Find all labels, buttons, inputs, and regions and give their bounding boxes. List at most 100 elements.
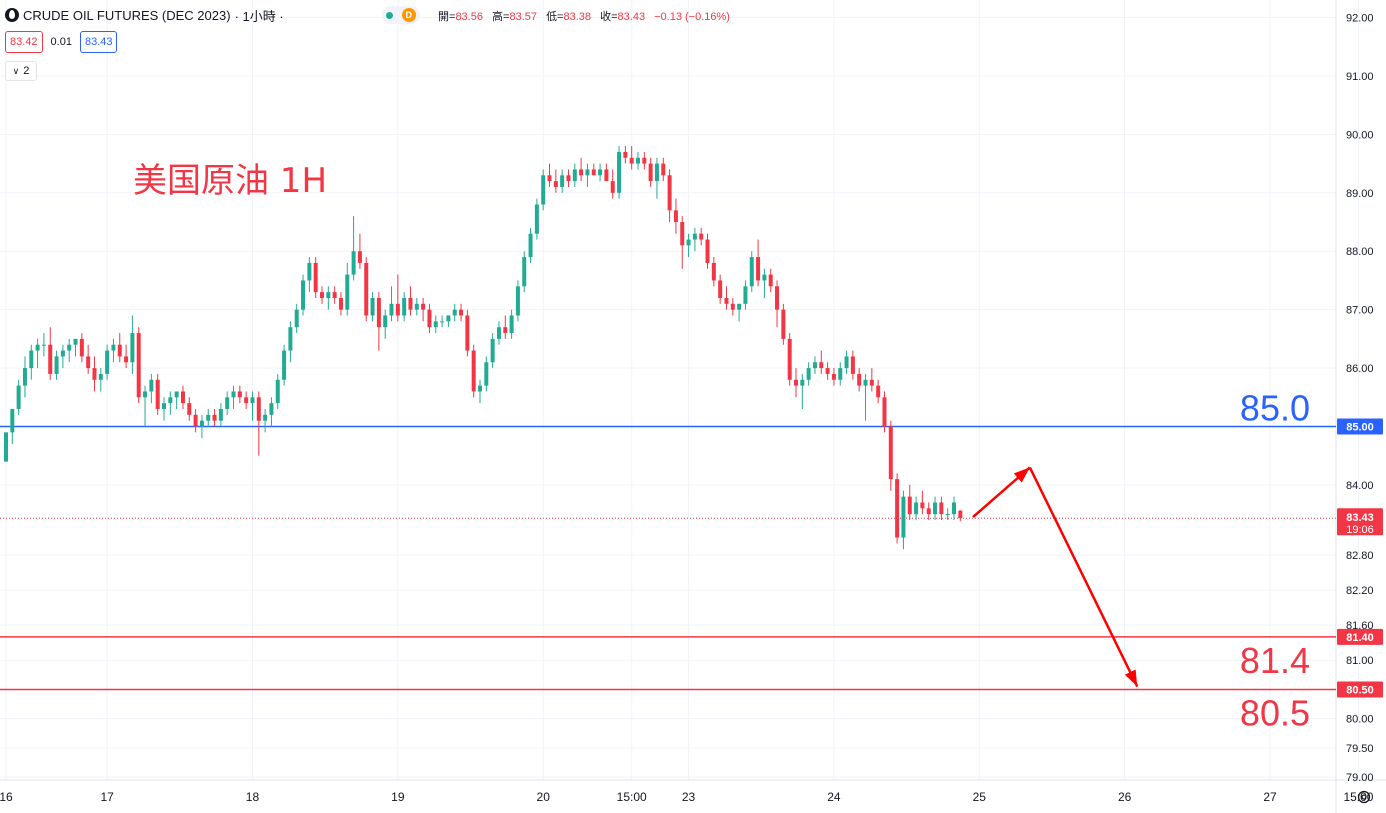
interval-label[interactable]: · 1小時 · — [234, 8, 284, 24]
candle-body — [294, 309, 299, 328]
candle-body — [452, 309, 457, 316]
candle-body — [857, 373, 862, 386]
status-pill[interactable]: D — [382, 6, 420, 24]
close-value: 83.43 — [617, 11, 646, 23]
candle-body — [478, 385, 482, 392]
delayed-badge: D — [401, 8, 416, 22]
candle-body — [737, 303, 742, 310]
candle-body — [60, 350, 65, 357]
close-label: 收= — [600, 11, 618, 23]
candle-body — [10, 408, 15, 433]
trend-arrow-head — [1124, 669, 1138, 687]
candle-body — [465, 315, 470, 351]
candle-body — [370, 297, 375, 316]
candle-body — [560, 175, 565, 187]
candle-body — [471, 350, 476, 392]
y-tick-label: 90.00 — [1346, 129, 1374, 141]
indicators-toggle[interactable]: ∨ 2 — [5, 61, 37, 81]
candle-body — [162, 403, 166, 409]
candle-body — [168, 397, 173, 404]
candle-body — [35, 344, 40, 351]
candle-body — [67, 344, 72, 351]
candle-body — [376, 297, 381, 328]
candle-body — [642, 157, 647, 164]
candle-body — [939, 502, 944, 515]
level-annotation-text: 80.5 — [1240, 692, 1310, 733]
candle-body — [427, 309, 432, 328]
candle-body — [895, 479, 900, 538]
x-tick-label: 27 — [1263, 790, 1277, 804]
candle-body — [566, 175, 571, 182]
high-value: 83.57 — [509, 11, 537, 23]
candle-body — [553, 181, 558, 187]
y-tick-label: 79.00 — [1346, 772, 1374, 784]
candle-body — [933, 502, 938, 515]
x-tick-label: 26 — [1118, 790, 1132, 804]
x-tick-label: 15:00 — [617, 790, 647, 804]
settings-gear-icon[interactable] — [1356, 789, 1372, 805]
countdown-label: 19:06 — [1346, 524, 1374, 536]
open-label: 開= — [438, 11, 456, 23]
candle-body — [193, 414, 198, 427]
candle-body — [490, 338, 495, 363]
candle-body — [383, 315, 388, 328]
candle-body — [863, 379, 868, 386]
y-tick-label: 86.00 — [1346, 363, 1374, 375]
candle-body — [98, 373, 103, 380]
candle-body — [105, 350, 110, 374]
candle-body — [794, 379, 798, 386]
candle-body — [440, 321, 445, 323]
candle-body — [914, 502, 919, 515]
status-dot-icon — [386, 11, 394, 19]
candle-body — [819, 362, 824, 369]
candle-body — [952, 502, 956, 515]
candle-body — [395, 303, 400, 316]
candle-body — [787, 338, 792, 380]
y-tick-label: 84.00 — [1346, 480, 1374, 492]
y-tick-label: 89.00 — [1346, 188, 1374, 200]
candle-body — [117, 344, 122, 357]
low-value: 83.38 — [563, 11, 592, 23]
candle-body — [288, 327, 293, 351]
candle-body — [212, 414, 217, 421]
candle-body — [301, 280, 306, 310]
level-annotation-text: 81.4 — [1240, 640, 1310, 681]
y-tick-label: 79.50 — [1346, 743, 1374, 755]
candle-body — [920, 502, 925, 509]
spread-value: 0.01 — [50, 36, 72, 48]
candle-body — [901, 496, 906, 538]
candle-body — [534, 204, 539, 234]
current-price-label: 83.43 — [1346, 512, 1374, 524]
candle-body — [541, 175, 546, 205]
candle-body — [686, 239, 691, 246]
candle-body — [503, 327, 508, 334]
sell-button[interactable]: 83.42 — [5, 31, 43, 53]
candle-body — [749, 257, 754, 287]
candle-body — [673, 210, 678, 223]
candle-body — [528, 233, 533, 258]
candle-body — [92, 368, 97, 380]
y-tick-label: 80.00 — [1346, 714, 1374, 726]
candle-body — [231, 391, 236, 398]
candle-body — [459, 309, 464, 316]
candle-body — [585, 169, 590, 176]
ohlc-readout: 開=83.56 高=83.57 低=83.38 收=83.43 −0.13 (−… — [438, 8, 736, 24]
chart-header: CRUDE OIL FUTURES (DEC 2023) · 1小時 · — [5, 6, 284, 24]
y-tick-label: 87.00 — [1346, 305, 1374, 317]
y-tick-label: 92.00 — [1346, 13, 1374, 25]
buy-button[interactable]: 83.43 — [79, 31, 118, 53]
candle-body — [351, 251, 356, 275]
candle-body — [421, 303, 426, 310]
candle-body — [825, 368, 830, 374]
candle-body — [143, 391, 148, 398]
candle-body — [237, 391, 242, 398]
symbol-name[interactable]: CRUDE OIL FUTURES (DEC 2023) — [23, 7, 231, 23]
y-tick-label: 82.80 — [1346, 550, 1374, 562]
candle-body — [869, 379, 874, 386]
candle-body — [844, 356, 849, 369]
candle-body — [522, 257, 527, 287]
candle-body — [711, 262, 716, 281]
candle-body — [876, 385, 881, 398]
y-tick-label: 91.00 — [1346, 71, 1374, 83]
